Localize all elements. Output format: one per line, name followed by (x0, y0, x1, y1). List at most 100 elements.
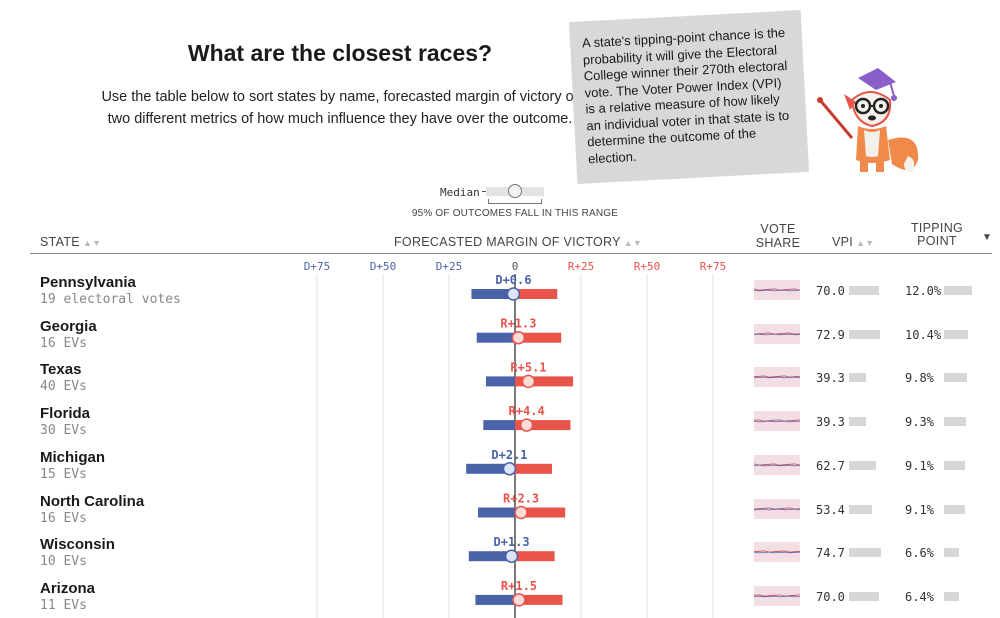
median-point (514, 505, 528, 520)
median-point (519, 418, 534, 432)
table-row[interactable]: Georgia 16 EVs (30, 318, 992, 362)
page-subtitle: Use the table below to sort states by na… (101, 89, 579, 127)
median-point (512, 593, 526, 607)
state-electoral-votes: 19 electoral votes (40, 292, 181, 307)
vote-share-sparkline-lines (754, 375, 800, 379)
table-row[interactable]: Texas 40 EVs (30, 361, 992, 405)
vpi-bar (849, 373, 866, 383)
state-electoral-votes: 30 EVs (40, 423, 87, 439)
sort-vpi-header[interactable]: VPI ▲▼ (832, 235, 874, 249)
tipping-point-value: 9.1% (905, 502, 934, 517)
sort-margin-header[interactable]: FORECASTED MARGIN OF VICTORY ▲▼ (394, 235, 642, 249)
tipping-point-bar (944, 417, 966, 427)
rep-range-bar (515, 332, 562, 343)
vpi-bar (849, 417, 866, 427)
vote-share-sparkline-lines (754, 288, 800, 292)
state-name: Florida (40, 405, 91, 423)
x-tick-label: D+25 (435, 260, 463, 273)
dem-share-line (754, 464, 800, 467)
state-electoral-votes: 40 EVs (40, 379, 87, 395)
dem-range-bar (468, 551, 515, 562)
vpi-bar (849, 329, 880, 339)
rep-share-line (754, 419, 800, 422)
table-row[interactable]: Florida 30 EVs (30, 405, 992, 449)
rep-range-bar (515, 507, 566, 518)
vote-share-header: VOTE SHARE (754, 222, 802, 250)
tipping-point-bar (944, 329, 968, 339)
rep-range-bar (515, 551, 555, 562)
sort-active-icon[interactable]: ▼ (982, 232, 993, 243)
median-point (504, 549, 519, 563)
table-row[interactable]: Michigan 15 EVs (30, 449, 992, 493)
rep-share-line (754, 594, 800, 597)
sort-tipping-header[interactable]: TIPPING POINT (905, 222, 969, 248)
dem-share-line (754, 289, 800, 292)
dem-range-bar (483, 420, 515, 431)
margin-header-label: FORECASTED MARGIN OF VICTORY (394, 235, 621, 249)
tipping-point-bar (944, 591, 959, 601)
tipping-point-value: 9.8% (905, 371, 934, 386)
dem-share-line (754, 508, 800, 510)
state-electoral-votes: 15 EVs (40, 466, 87, 482)
state-name: Wisconsin (40, 536, 115, 554)
tipping-point-bar (944, 504, 965, 514)
state-name: North Carolina (40, 492, 145, 510)
vote-share-sparkline (754, 498, 800, 519)
rep-range-bar (515, 594, 563, 605)
median-point (521, 374, 536, 389)
dem-range-bar (485, 376, 515, 387)
margin-data-label: R+2.3 (503, 492, 539, 506)
vote-share-sparkline-lines (754, 594, 800, 598)
vpi-bar (849, 548, 881, 558)
sort-arrows-icon: ▲▼ (82, 238, 102, 248)
tipping-point-value: 10.4% (905, 327, 942, 342)
dem-range-bar (476, 332, 515, 343)
fox-mascot-icon (817, 68, 919, 172)
legend-median-dot (508, 184, 522, 198)
margin-data-label: D+1.3 (494, 535, 530, 549)
table-row[interactable]: North Carolina 16 EVs (30, 493, 992, 537)
table-row[interactable]: Arizona 11 EVs (30, 580, 992, 618)
state-name: Georgia (40, 317, 97, 335)
sort-state-header[interactable]: STATE ▲▼ (40, 235, 101, 249)
legend-range-label: 95% OF OUTCOMES FALL IN THIS RANGE (411, 208, 619, 219)
vpi-value: 62.7 (816, 458, 845, 473)
table-row[interactable]: Pennsylvania 19 electoral votes (30, 274, 992, 318)
rep-share-line (754, 288, 800, 291)
vpi-value: 72.9 (816, 327, 845, 342)
vpi-value: 39.3 (816, 371, 845, 386)
rep-range-bar (515, 463, 552, 474)
margin-data-label: R+1.3 (500, 317, 536, 331)
vote-share-sparkline (754, 454, 800, 475)
vpi-value: 70.0 (816, 589, 845, 604)
tipping-point-bar (944, 286, 972, 295)
tipping-point-value: 12.0% (905, 284, 942, 298)
dem-range-bar (466, 463, 515, 474)
median-point (506, 287, 521, 301)
tipping-point-value: 9.1% (905, 458, 934, 473)
table-row[interactable]: Wisconsin 10 EVs (30, 536, 992, 580)
rep-range-bar (515, 420, 571, 431)
x-tick-label: D+50 (369, 260, 397, 273)
vpi-value: 39.3 (816, 415, 845, 430)
vote-share-sparkline (754, 585, 800, 606)
state-header-label: STATE (40, 235, 80, 249)
state-name: Arizona (40, 579, 96, 597)
median-point (511, 330, 526, 345)
vote-share-header-label: VOTE SHARE (755, 222, 801, 250)
vote-share-sparkline-lines (754, 332, 800, 335)
vpi-header-label: VPI (832, 235, 854, 249)
state-electoral-votes: 10 EVs (40, 554, 87, 570)
vote-share-sparkline (754, 411, 800, 432)
dem-share-line (754, 377, 800, 379)
vpi-value: 74.7 (816, 546, 845, 561)
margin-data-label: D+2.1 (491, 448, 527, 462)
vote-share-sparkline (754, 542, 800, 563)
dem-share-line (754, 551, 800, 554)
vote-share-sparkline-lines (754, 506, 800, 510)
sort-arrows-icon: ▲▼ (856, 238, 875, 248)
dem-share-line (754, 333, 800, 335)
dem-range-bar (471, 289, 515, 299)
dem-range-bar (478, 507, 515, 518)
legend-range-bracket (488, 199, 542, 204)
